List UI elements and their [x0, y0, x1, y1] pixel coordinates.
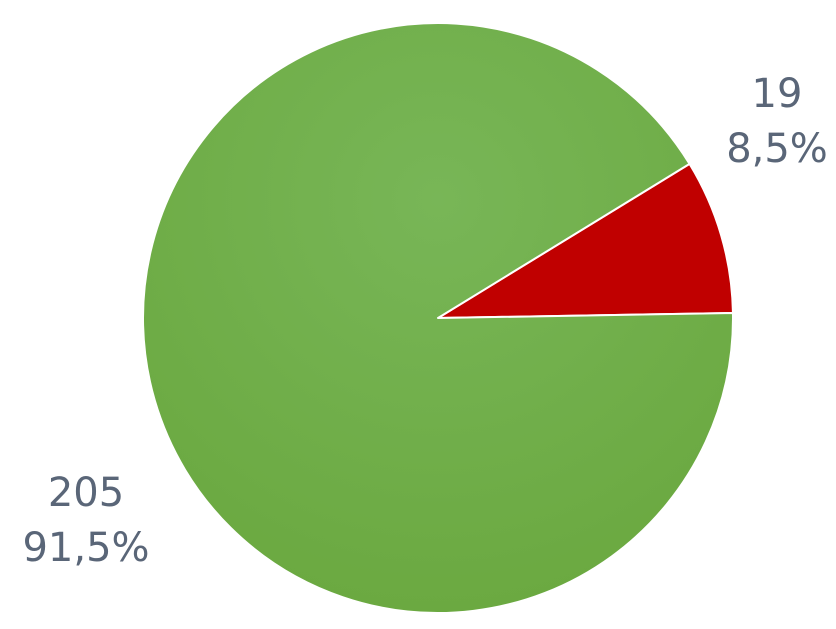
slice-percent-label: 8,5%	[726, 126, 828, 172]
pie-slices	[142, 22, 734, 614]
slice-value-label: 19	[752, 71, 803, 117]
slice-percent-label: 91,5%	[22, 525, 149, 571]
slice-value-label: 205	[48, 470, 124, 516]
pie-labels: 19 8,5% 205 91,5%	[22, 71, 827, 571]
pie-slice-205	[142, 22, 734, 614]
pie-slice-19	[437, 162, 734, 319]
